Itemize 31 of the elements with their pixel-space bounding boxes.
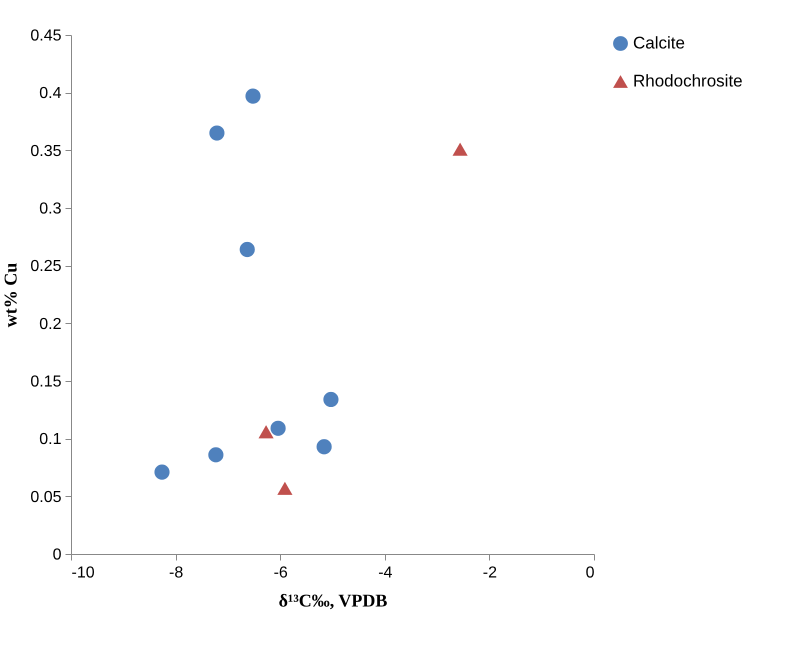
point [277, 482, 292, 495]
y-tick-label: 0 [52, 546, 62, 564]
point [270, 420, 286, 436]
x-tick-label: -6 [274, 564, 288, 582]
point [316, 439, 332, 454]
point [245, 88, 261, 104]
y-tick-label: 0.4 [39, 85, 62, 102]
x-tick-label: -8 [168, 564, 184, 582]
legend-label: Rhodochrosite [633, 72, 743, 90]
x-tick-label: 0 [586, 564, 595, 582]
legend-label: Calcite [633, 34, 685, 52]
y-tick-label: 0.1 [39, 431, 62, 448]
y-tick-label: 0.25 [30, 258, 62, 276]
y-tick-label: 0.2 [39, 316, 62, 333]
point [209, 125, 224, 141]
y-tick-label: 0.05 [30, 488, 62, 506]
point [154, 464, 170, 480]
y-tick-label: 0.15 [30, 374, 62, 390]
x-tick-label: -2 [482, 564, 498, 582]
point [323, 392, 339, 408]
point [208, 447, 224, 462]
point [240, 242, 255, 258]
point [452, 142, 468, 156]
y-tick-label: 0.45 [30, 28, 62, 44]
x-tick-label: -10 [72, 564, 95, 582]
y-axis-title: wt% Cu [0, 262, 20, 328]
y-tick-label: 0.3 [39, 200, 62, 218]
x-axis-title: δ¹³C‰, VPDB [278, 590, 388, 610]
y-tick-label: 0.35 [30, 142, 62, 160]
point [258, 425, 274, 438]
x-tick-label: -4 [378, 564, 393, 582]
